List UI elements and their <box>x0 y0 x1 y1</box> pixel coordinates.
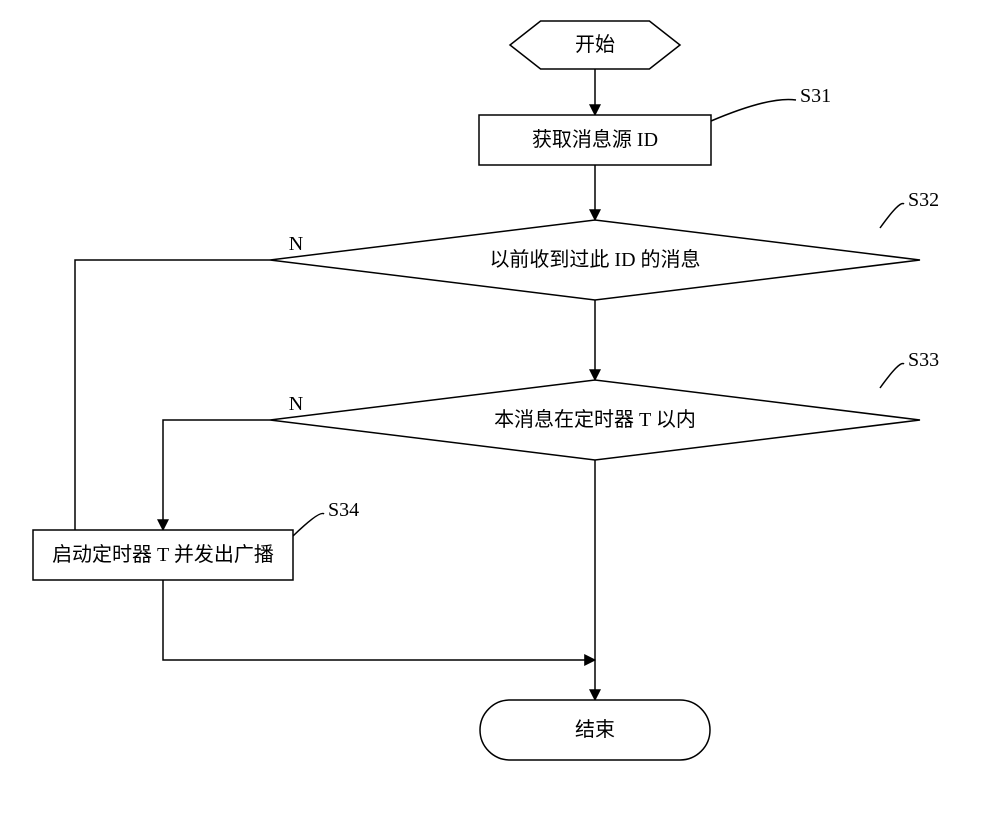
node-end: 结束 <box>480 700 710 760</box>
node-label-s32: 以前收到过此 ID 的消息 <box>489 248 700 271</box>
step-label-s32: S32 <box>908 189 939 211</box>
node-s32: 以前收到过此 ID 的消息 <box>270 220 920 300</box>
edge-label-3: N <box>289 233 303 255</box>
node-label-s33: 本消息在定时器 T 以内 <box>494 408 696 431</box>
edge-label-4: N <box>289 393 303 415</box>
node-label-end: 结束 <box>575 718 615 741</box>
step-label-s31: S31 <box>800 85 831 107</box>
callout-line-s34 <box>293 513 324 536</box>
edge-5 <box>163 580 595 660</box>
callout-line-s32 <box>880 204 904 229</box>
node-start: 开始 <box>510 21 680 69</box>
node-s34: 启动定时器 T 并发出广播 <box>33 530 293 580</box>
edge-4 <box>163 420 270 530</box>
callout-line-s33 <box>880 364 904 389</box>
node-label-start: 开始 <box>575 33 615 56</box>
node-s31: 获取消息源 ID <box>479 115 711 165</box>
callout-line-s31 <box>711 99 796 121</box>
step-label-s33: S33 <box>908 349 939 371</box>
node-label-s34: 启动定时器 T 并发出广播 <box>52 543 274 566</box>
edge-3 <box>33 260 270 555</box>
node-s33: 本消息在定时器 T 以内 <box>270 380 920 460</box>
node-label-s31: 获取消息源 ID <box>532 128 658 151</box>
step-label-s34: S34 <box>328 499 359 521</box>
